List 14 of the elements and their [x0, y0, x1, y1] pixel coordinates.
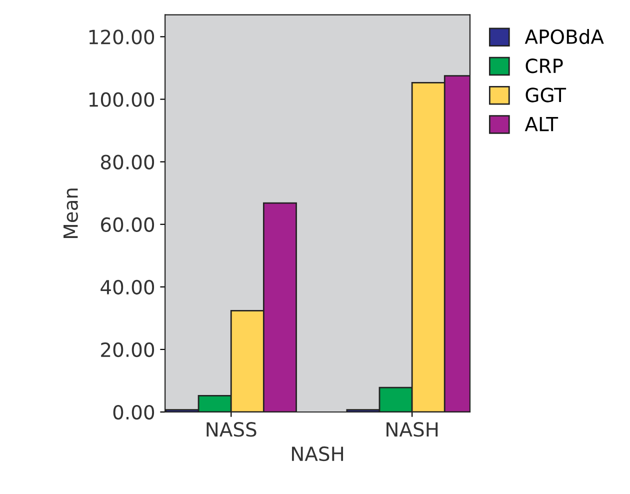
y-tick-label: 120.00: [89, 30, 154, 44]
y-tick-label: 60.00: [101, 217, 154, 232]
legend-label: ALT: [524, 117, 558, 132]
legend-label: CRP: [526, 58, 563, 74]
legend-label: GGT: [526, 88, 566, 102]
y-tick-label: 40.00: [100, 280, 154, 295]
legend-label: APOBdA: [524, 29, 604, 44]
y-tick-label: 100.00: [89, 92, 154, 107]
y-tick-label: 80.00: [100, 154, 154, 170]
y-tick-label: 20.00: [101, 342, 154, 358]
x-axis-title: NASH: [292, 446, 344, 462]
x-tick-label: NASS: [206, 422, 256, 437]
y-tick-label: 0.00: [113, 404, 154, 420]
y-axis-title: Mean: [64, 188, 78, 238]
